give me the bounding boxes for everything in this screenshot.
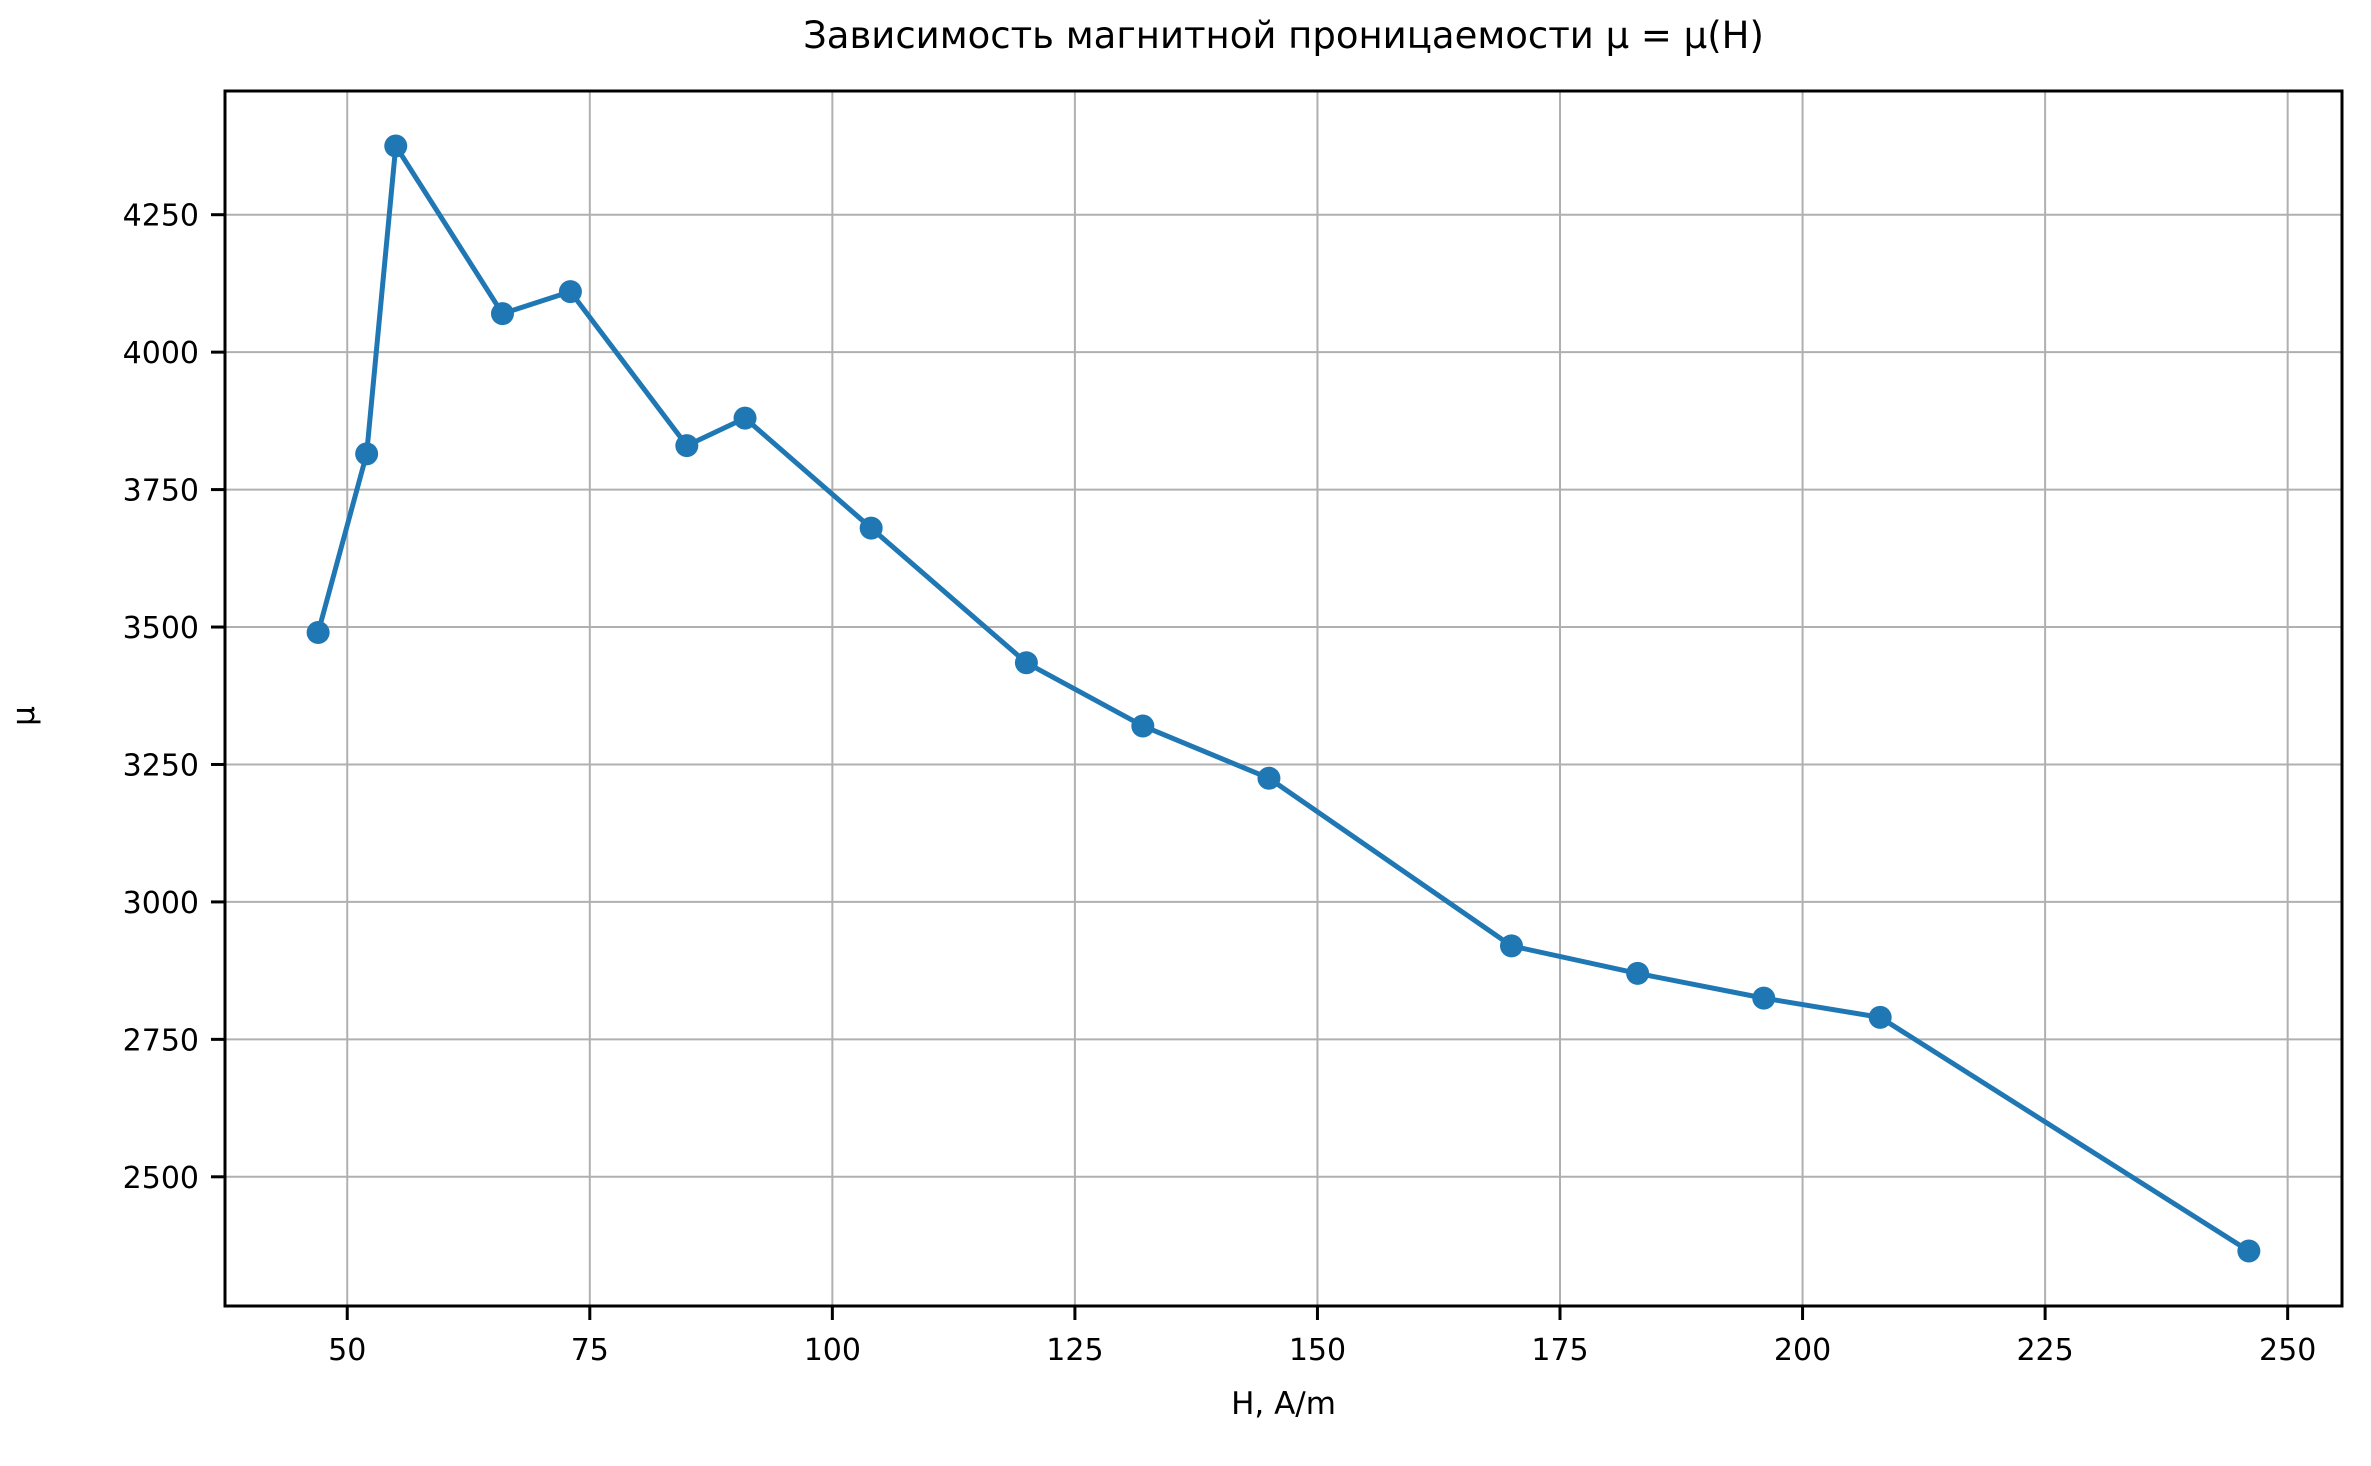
tick-label-x: 250: [2259, 1333, 2316, 1368]
data-point-marker: [1257, 766, 1281, 790]
tick-label-y: 4250: [123, 199, 199, 234]
data-point-marker: [1499, 934, 1523, 958]
tick-label-x: 100: [804, 1333, 861, 1368]
series-line: [315, 143, 2252, 1254]
data-point-marker: [306, 621, 330, 645]
tick-label-x: 200: [1774, 1333, 1831, 1368]
plot-border: [223, 89, 2344, 1308]
tick-label-x: 225: [2016, 1333, 2073, 1368]
data-point-marker: [1014, 651, 1038, 675]
data-point-marker: [2237, 1239, 2261, 1263]
data-point-marker: [1626, 961, 1650, 985]
tick-label-y: 3000: [123, 886, 199, 921]
tick-label-x: 75: [571, 1333, 609, 1368]
data-point-marker: [490, 302, 514, 326]
data-point-marker: [1868, 1005, 1892, 1029]
tick-label-y: 4000: [123, 336, 199, 371]
chart-title: Зависимость магнитной проницаемости μ = …: [803, 14, 1764, 57]
tick-label-y: 3500: [123, 611, 199, 646]
data-point-marker: [1131, 714, 1155, 738]
tick-label-x: 50: [328, 1333, 366, 1368]
data-point-marker: [355, 442, 379, 466]
data-point-marker: [733, 406, 757, 430]
tick-label-y: 2750: [123, 1023, 199, 1058]
tick-label-x: 175: [1531, 1333, 1588, 1368]
tick-label-x: 125: [1046, 1333, 1103, 1368]
data-point-marker: [1752, 986, 1776, 1010]
tick-label-y: 3250: [123, 748, 199, 783]
data-point-marker: [558, 280, 582, 304]
data-point-marker: [859, 516, 883, 540]
tick-label-y: 3750: [123, 474, 199, 509]
tick-label-x: 150: [1289, 1333, 1346, 1368]
tick-label-y: 2500: [123, 1161, 199, 1196]
x-axis-label: H, A/m: [1231, 1386, 1336, 1422]
data-point-marker: [675, 434, 699, 458]
data-point-marker: [384, 134, 408, 158]
y-axis-label: μ: [5, 706, 42, 726]
